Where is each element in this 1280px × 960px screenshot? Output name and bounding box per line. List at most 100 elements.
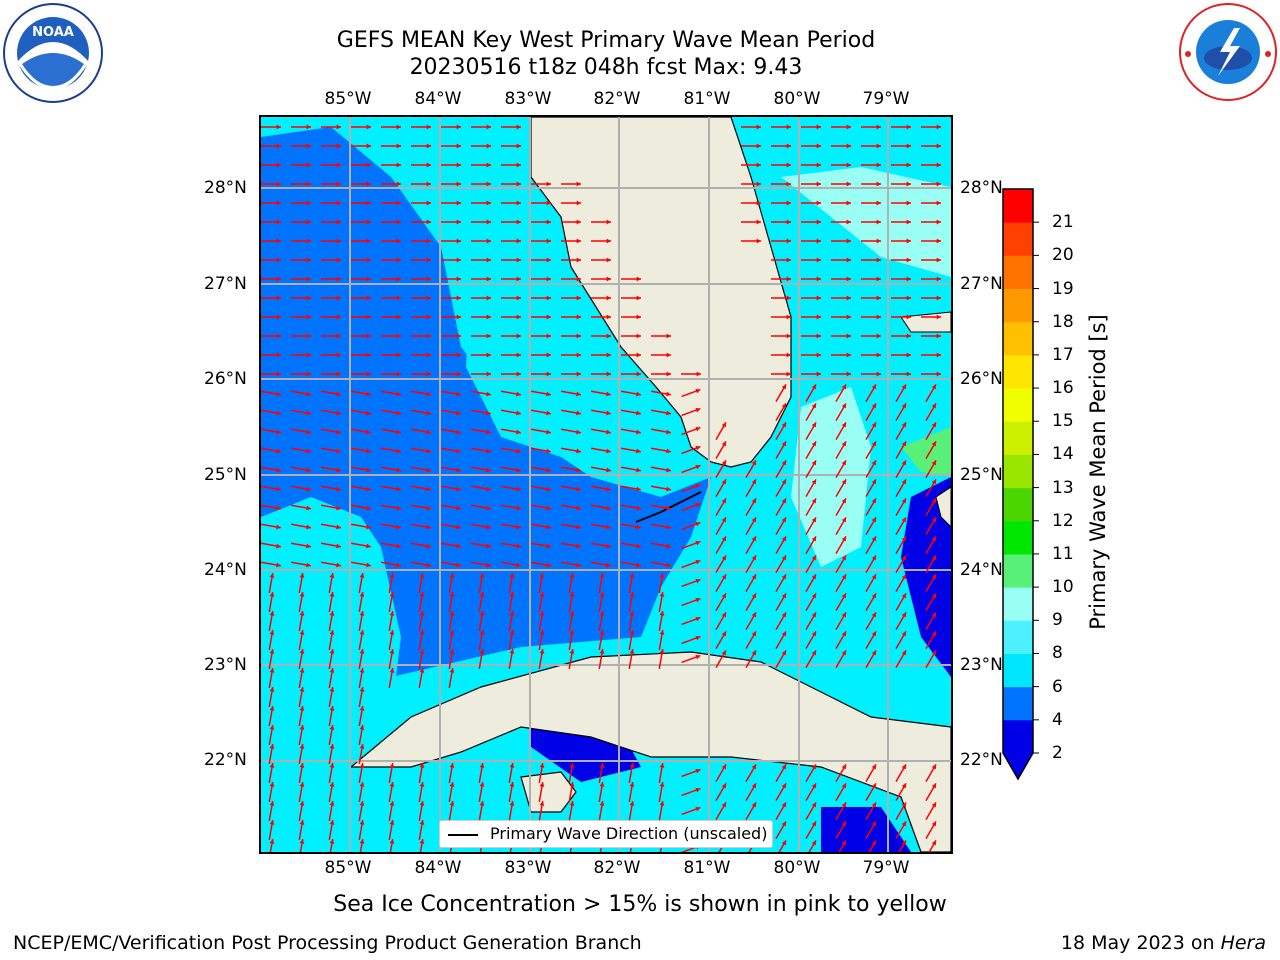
wave-arrow-head — [751, 783, 756, 789]
wave-arrow-head — [841, 441, 846, 447]
wave-arrow-head — [781, 783, 786, 789]
wave-arrow-head — [539, 649, 545, 654]
colorbar-tick-label: 21 — [1052, 212, 1074, 233]
wave-arrow-head — [426, 429, 431, 435]
wave-arrow-head — [576, 371, 581, 377]
wave-arrow-head — [659, 611, 665, 616]
colorbar-label: Primary Wave Mean Period [s] — [1086, 314, 1110, 630]
wave-arrow-head — [546, 276, 551, 282]
wave-arrow-head — [936, 371, 941, 377]
wave-arrow-head — [546, 295, 551, 301]
machine-name: Hera — [1220, 932, 1266, 954]
wave-arrow-head — [419, 592, 425, 597]
wave-arrow-head — [516, 314, 521, 320]
wave-arrow-head — [721, 802, 726, 808]
wave-arrow-head — [336, 486, 341, 492]
wave-arrow-head — [786, 200, 791, 206]
wave-arrow-head — [846, 124, 851, 130]
wave-arrow-head — [781, 802, 786, 808]
wave-arrow-head — [666, 410, 671, 416]
wave-arrow-head — [299, 668, 305, 673]
svg-text:NOAA: NOAA — [32, 25, 74, 40]
wave-arrow-head — [659, 573, 665, 578]
wave-arrow-head — [901, 441, 906, 447]
wave-arrow-head — [786, 257, 791, 263]
wave-arrow-head — [516, 295, 521, 301]
wave-arrow-head — [816, 314, 821, 320]
wave-arrow-head — [781, 840, 786, 846]
colorbar-segment — [1003, 189, 1033, 223]
lat-tick-left: 28°N — [204, 178, 247, 198]
wave-arrow-head — [456, 333, 461, 339]
colorbar-outline — [1002, 188, 1034, 781]
wave-arrow-head — [486, 143, 491, 149]
wave-arrow-head — [751, 479, 756, 485]
lat-tick-left: 23°N — [204, 655, 247, 675]
wave-arrow-head — [816, 219, 821, 225]
lon-tick-bottom: 80°W — [773, 858, 821, 878]
colorbar-segment — [1003, 388, 1033, 422]
wave-arrow-head — [931, 783, 936, 789]
wave-arrow-head — [901, 840, 906, 846]
colorbar-segment — [1003, 686, 1033, 721]
wave-arrow-head — [516, 352, 521, 358]
wave-arrow-head — [666, 429, 671, 435]
lon-tick-top: 84°W — [414, 89, 462, 109]
wave-arrow-head — [516, 524, 521, 530]
wave-arrow-head — [786, 143, 791, 149]
wave-arrow-head — [695, 426, 701, 432]
wave-arrow-head — [636, 524, 641, 530]
period-band-2-4s-east — [901, 477, 951, 677]
wave-arrow-head — [336, 238, 341, 244]
colorbar-tick-label: 18 — [1052, 311, 1074, 332]
wave-arrow-head — [456, 200, 461, 206]
wave-arrow-head — [306, 238, 311, 244]
wave-arrow-head — [811, 441, 816, 447]
wave-arrow-head — [486, 371, 491, 377]
wave-arrow-head — [786, 333, 791, 339]
colorbar-segment — [1003, 354, 1033, 389]
wave-arrow-head — [426, 219, 431, 225]
wave-arrow-head — [336, 276, 341, 282]
wave-arrow-head — [419, 573, 425, 578]
wave-arrow-head — [666, 448, 671, 454]
wave-arrow-head — [901, 479, 906, 485]
wave-arrow-head — [276, 562, 281, 568]
wave-arrow-head — [781, 764, 786, 770]
wave-arrow-head — [269, 611, 275, 616]
credit-text: NCEP/EMC/Verification Post Processing Pr… — [13, 932, 642, 954]
wave-arrow-head — [479, 573, 485, 578]
wave-arrow-head — [366, 238, 371, 244]
wave-arrow-head — [931, 612, 936, 618]
wave-arrow-head — [786, 238, 791, 244]
noaa-logo: NOAA — [3, 3, 103, 103]
wave-arrow-head — [299, 573, 305, 578]
legend-line-icon — [448, 834, 478, 836]
wave-arrow-head — [721, 650, 726, 656]
wave-arrow-head — [599, 649, 605, 654]
wave-arrow-head — [901, 783, 906, 789]
wave-arrow-head — [636, 448, 641, 454]
wave-arrow-head — [876, 295, 881, 301]
wave-arrow-head — [906, 200, 911, 206]
wave-arrow-head — [606, 524, 611, 530]
wave-arrow-head — [576, 295, 581, 301]
colorbar-segment — [1003, 421, 1033, 455]
colorbar-extend-triangle — [1003, 753, 1033, 779]
wave-arrow-head — [456, 524, 461, 530]
wave-arrow-head — [876, 124, 881, 130]
wave-arrow-head — [846, 143, 851, 149]
wave-arrow-head — [846, 257, 851, 263]
colorbar-segment — [1003, 222, 1033, 256]
wave-arrow-head — [306, 505, 311, 511]
wave-arrow-head — [269, 763, 275, 768]
wave-arrow-head — [695, 407, 701, 413]
wave-arrow-head — [871, 460, 876, 466]
wave-arrow-head — [871, 821, 876, 827]
wave-arrow-head — [336, 219, 341, 225]
wave-arrow-head — [936, 181, 941, 187]
wave-arrow-head — [359, 820, 365, 825]
wave-arrow-head — [901, 631, 906, 637]
wave-arrow-head — [306, 295, 311, 301]
wave-arrow-head — [389, 820, 395, 825]
